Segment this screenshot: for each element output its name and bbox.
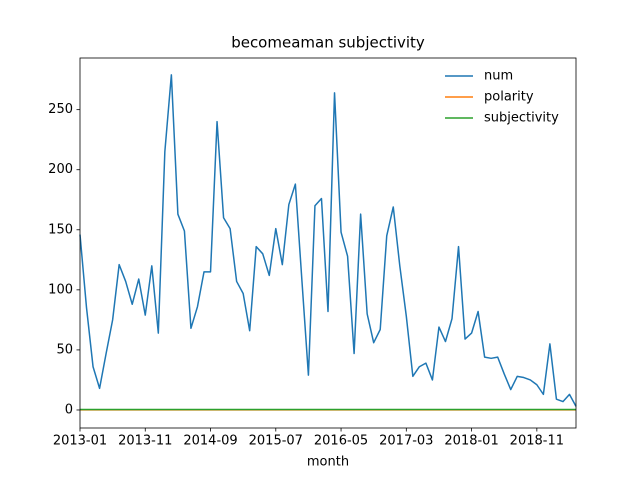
x-tick-label: 2014-09 — [183, 434, 237, 449]
legend-label: subjectivity — [484, 111, 559, 126]
x-tick-label: 2013-11 — [118, 434, 172, 449]
y-tick-label: 100 — [48, 282, 73, 297]
x-tick-label: 2018-11 — [510, 434, 564, 449]
y-tick-label: 0 — [65, 402, 73, 417]
x-tick-label: 2013-01 — [53, 434, 107, 449]
x-axis-label: month — [307, 455, 349, 470]
x-tick-label: 2017-03 — [379, 434, 433, 449]
x-tick-label: 2015-07 — [249, 434, 303, 449]
chart-title: becomeaman subjectivity — [231, 34, 425, 52]
y-tick-label: 250 — [48, 102, 73, 117]
legend-label: polarity — [484, 90, 534, 105]
y-tick-label: 50 — [56, 342, 73, 357]
series-line — [79, 74, 577, 407]
x-tick-label: 2016-05 — [314, 434, 368, 449]
plot-frame — [79, 57, 577, 429]
y-tick-label: 150 — [48, 222, 73, 237]
x-tick-label: 2018-01 — [444, 434, 498, 449]
y-tick-label: 200 — [48, 162, 73, 177]
legend-label: num — [484, 69, 513, 84]
